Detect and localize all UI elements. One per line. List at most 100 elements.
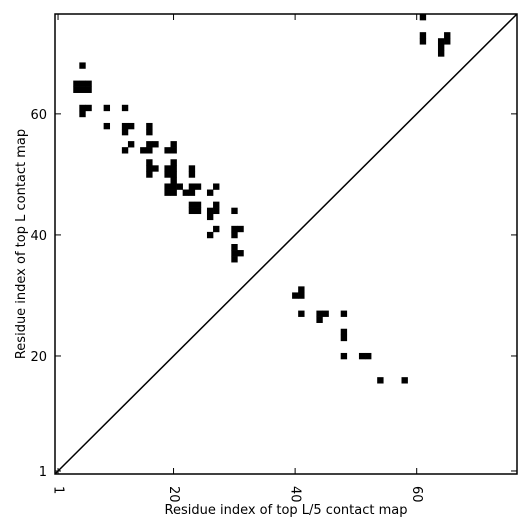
contact-cell-top-l — [79, 110, 86, 118]
x-axis-label: Residue index of top L/5 contact map — [165, 503, 408, 518]
contact-cell-top-l — [188, 207, 196, 215]
contact-cell-top-l — [213, 201, 220, 208]
contact-cell-top-l — [164, 183, 171, 190]
contact-cell-top-l — [237, 250, 244, 257]
contact-cell-top-l — [79, 80, 86, 87]
contact-cell-top-l — [103, 104, 111, 112]
x-tick-label: 1 — [51, 486, 66, 494]
contact-cell-top-l — [164, 165, 171, 172]
y-tick-label: 40 — [30, 229, 47, 244]
contact-cell-top-l5 — [292, 292, 299, 299]
contact-cell-top-l — [206, 189, 214, 196]
contact-cell-top-l — [194, 183, 202, 190]
contact-cell-top-l — [170, 189, 177, 196]
y-tick-label: 1 — [39, 465, 47, 480]
x-tick-label: 20 — [166, 486, 181, 503]
contact-cell-top-l — [194, 201, 202, 208]
contact-cell-top-l5 — [365, 352, 372, 360]
contact-cell-top-l — [206, 213, 214, 221]
contact-cell-top-l — [231, 207, 238, 215]
contact-cell-top-l — [127, 122, 135, 130]
contact-cell-top-l — [231, 256, 238, 263]
contact-cell-top-l — [206, 231, 214, 239]
contact-cell-top-l — [146, 129, 153, 136]
contact-cell-top-l5 — [316, 310, 323, 317]
contact-cell-top-l5 — [377, 377, 384, 384]
plot-frame — [54, 13, 518, 475]
contact-cell-top-l5 — [401, 377, 408, 384]
x-tick-label: 60 — [409, 486, 424, 503]
contact-cell-top-l5 — [340, 310, 348, 317]
contact-cell-top-l5 — [358, 352, 366, 360]
contact-cell-top-l — [437, 44, 445, 51]
y-tick-label: 20 — [30, 350, 47, 365]
contact-cell-top-l — [231, 225, 238, 233]
contact-cell-top-l — [213, 207, 220, 215]
contact-cell-top-l — [73, 80, 80, 87]
contact-cell-top-l — [140, 147, 147, 154]
y-tick-label: 60 — [30, 108, 47, 123]
contact-cell-top-l — [170, 141, 177, 148]
contact-cell-top-l — [79, 62, 86, 69]
contact-cell-top-l — [73, 86, 80, 93]
contact-cells — [73, 14, 451, 384]
contact-cell-top-l — [146, 159, 153, 166]
contact-cell-top-l — [419, 32, 427, 39]
contact-cell-top-l — [170, 165, 177, 172]
contact-cell-top-l — [85, 80, 92, 87]
contact-cell-top-l — [170, 183, 177, 190]
contact-cell-top-l — [188, 165, 196, 172]
contact-cell-top-l5 — [322, 310, 329, 317]
contact-cell-top-l — [170, 147, 177, 154]
contact-cell-top-l — [127, 141, 135, 148]
contact-cell-top-l — [419, 14, 427, 21]
contact-cell-top-l — [231, 250, 238, 257]
contact-cell-top-l — [121, 104, 129, 112]
contact-cell-top-l — [194, 207, 202, 215]
contact-cell-top-l — [170, 171, 177, 178]
contact-cell-top-l — [170, 177, 177, 184]
contact-cell-top-l — [231, 244, 238, 251]
contact-cell-top-l — [188, 201, 196, 208]
contact-cell-top-l — [79, 86, 86, 93]
contact-cell-top-l — [121, 129, 129, 136]
contact-cell-top-l — [176, 183, 183, 190]
contact-cell-top-l — [188, 189, 196, 196]
contact-cell-top-l — [213, 225, 220, 233]
contact-cell-top-l — [444, 38, 451, 45]
contact-cell-top-l — [146, 122, 153, 130]
contact-cell-top-l — [444, 32, 451, 39]
contact-cell-top-l5 — [340, 328, 348, 336]
contact-cell-top-l — [85, 104, 92, 112]
plot-area: 1 20 40 60 1 20 40 60 — [30, 13, 518, 503]
contact-cell-top-l — [79, 104, 86, 112]
diagonal-line — [54, 13, 518, 475]
contact-cell-top-l — [206, 207, 214, 215]
contact-cell-top-l5 — [298, 292, 305, 299]
contact-cell-top-l — [152, 141, 159, 148]
contact-cell-top-l — [437, 50, 445, 57]
contact-cell-top-l — [164, 147, 171, 154]
contact-cell-top-l — [170, 159, 177, 166]
contact-cell-top-l — [121, 122, 129, 130]
contact-cell-top-l — [85, 86, 92, 93]
contact-cell-top-l — [188, 171, 196, 178]
contact-cell-top-l5 — [340, 352, 348, 360]
contact-cell-top-l — [103, 122, 111, 130]
contact-cell-top-l — [146, 147, 153, 154]
contact-cell-top-l5 — [340, 334, 348, 342]
contact-cell-top-l — [188, 183, 196, 190]
contact-cell-top-l — [231, 231, 238, 239]
x-tick-label: 40 — [288, 486, 303, 503]
contact-cell-top-l — [419, 38, 427, 45]
contact-cell-top-l — [164, 189, 171, 196]
contact-cell-top-l — [146, 141, 153, 148]
contact-cell-top-l — [437, 38, 445, 45]
contact-cell-top-l — [237, 225, 244, 233]
contact-cell-top-l5 — [316, 316, 323, 323]
contact-cell-top-l — [146, 171, 153, 178]
contact-cell-top-l — [152, 165, 159, 172]
axis-ticks: 1 20 40 60 1 20 40 60 — [30, 14, 517, 503]
contact-cell-top-l5 — [298, 286, 305, 293]
